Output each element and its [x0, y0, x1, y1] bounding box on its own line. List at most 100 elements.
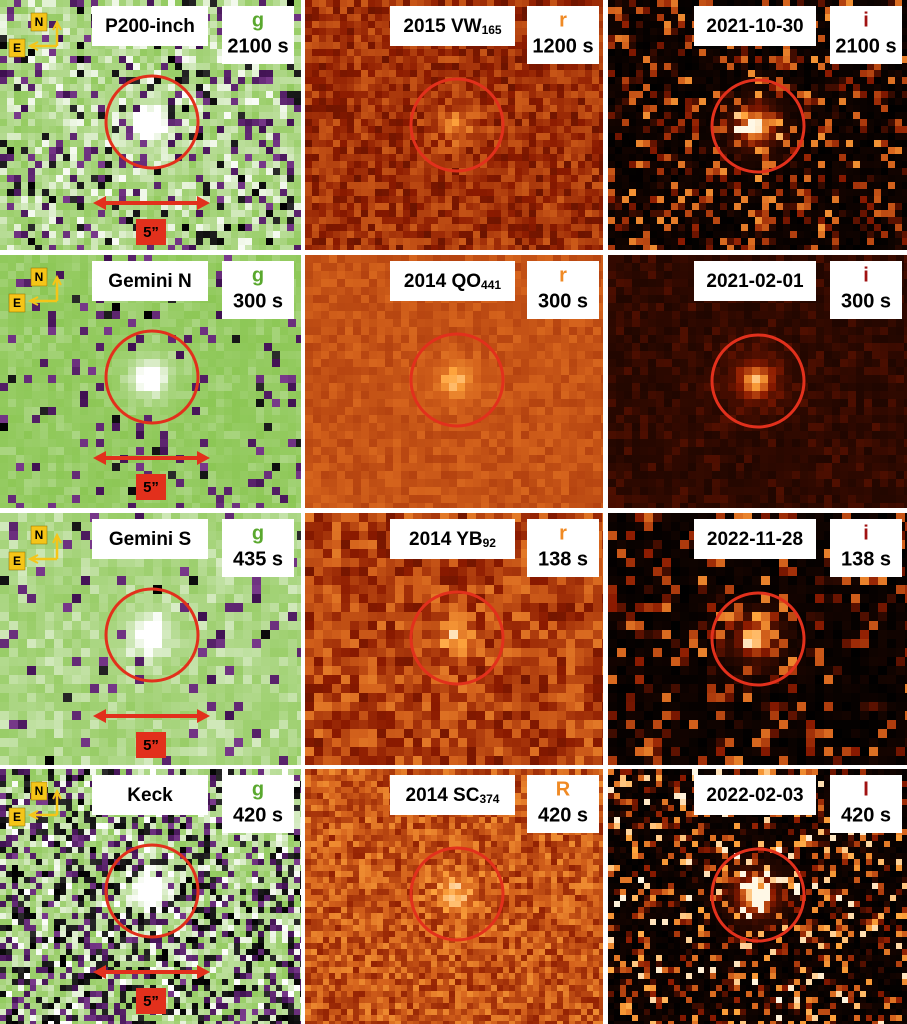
pixel — [70, 7, 77, 14]
pixel — [389, 217, 396, 224]
pixel — [200, 255, 208, 263]
pixel — [776, 231, 783, 238]
pixel — [70, 119, 77, 126]
band-box — [222, 6, 294, 64]
pixel — [853, 168, 860, 175]
pixel — [203, 217, 210, 224]
pixel — [333, 189, 340, 196]
pixel — [42, 119, 49, 126]
pixel — [0, 35, 7, 42]
pixel — [734, 77, 741, 84]
pixel — [536, 238, 543, 245]
pixel — [175, 49, 182, 56]
pixel — [629, 63, 636, 70]
pixel — [354, 154, 361, 161]
pixel — [445, 196, 452, 203]
pixel — [273, 63, 280, 70]
pixel — [319, 105, 326, 112]
pixel — [564, 84, 571, 91]
pixel — [480, 182, 487, 189]
pixel — [14, 161, 21, 168]
pixel — [671, 42, 678, 49]
pixel — [333, 56, 340, 63]
pixel — [273, 203, 280, 210]
pixel — [853, 238, 860, 245]
pixel — [49, 112, 56, 119]
pixel — [70, 21, 77, 28]
pixel — [650, 175, 657, 182]
pixel — [424, 133, 431, 140]
pixel — [769, 238, 776, 245]
pixel — [168, 210, 175, 217]
pixel — [811, 245, 818, 250]
pixel — [238, 224, 245, 231]
pixel — [636, 182, 643, 189]
pixel — [72, 319, 80, 327]
pixel — [168, 175, 175, 182]
pixel — [720, 84, 727, 91]
pixel — [126, 238, 133, 245]
pixel — [790, 98, 797, 105]
pixel — [543, 105, 550, 112]
pixel — [867, 112, 874, 119]
pixel — [35, 175, 42, 182]
pixel — [629, 147, 636, 154]
pixel — [459, 203, 466, 210]
pixel — [585, 245, 592, 250]
pixel — [755, 175, 762, 182]
pixel — [326, 147, 333, 154]
pixel — [860, 224, 867, 231]
pixel — [529, 217, 536, 224]
pixel — [699, 189, 706, 196]
pixel — [231, 126, 238, 133]
pixel — [790, 133, 797, 140]
pixel — [825, 56, 832, 63]
pixel — [762, 217, 769, 224]
pixel — [431, 203, 438, 210]
pixel — [238, 63, 245, 70]
pixel — [459, 140, 466, 147]
pixel — [550, 231, 557, 238]
pixel — [147, 119, 154, 126]
pixel — [238, 196, 245, 203]
pixel — [643, 84, 650, 91]
pixel — [294, 189, 301, 196]
pixel — [818, 28, 825, 35]
pixel — [35, 210, 42, 217]
pixel — [21, 112, 28, 119]
pixel — [147, 210, 154, 217]
pixel — [452, 161, 459, 168]
pixel — [354, 147, 361, 154]
pixel — [368, 133, 375, 140]
pixel — [776, 196, 783, 203]
pixel — [692, 196, 699, 203]
pixel — [888, 210, 895, 217]
pixel — [189, 189, 196, 196]
pixel — [105, 154, 112, 161]
pixel — [161, 56, 168, 63]
pixel — [98, 77, 105, 84]
pixel — [543, 217, 550, 224]
pixel — [902, 7, 907, 14]
pixel — [706, 189, 713, 196]
pixel — [741, 196, 748, 203]
pixel — [333, 126, 340, 133]
pixel — [650, 224, 657, 231]
pixel — [396, 175, 403, 182]
pixel — [126, 182, 133, 189]
pixel — [0, 42, 7, 49]
pixel — [272, 255, 280, 263]
pixel — [294, 168, 301, 175]
pixel — [438, 203, 445, 210]
pixel — [326, 210, 333, 217]
pixel — [664, 175, 671, 182]
pixel — [347, 77, 354, 84]
pixel — [326, 161, 333, 168]
pixel — [80, 295, 88, 303]
pixel — [361, 147, 368, 154]
pixel — [720, 140, 727, 147]
pixel — [280, 154, 287, 161]
pixel — [375, 63, 382, 70]
pixel — [273, 98, 280, 105]
pixel — [839, 77, 846, 84]
